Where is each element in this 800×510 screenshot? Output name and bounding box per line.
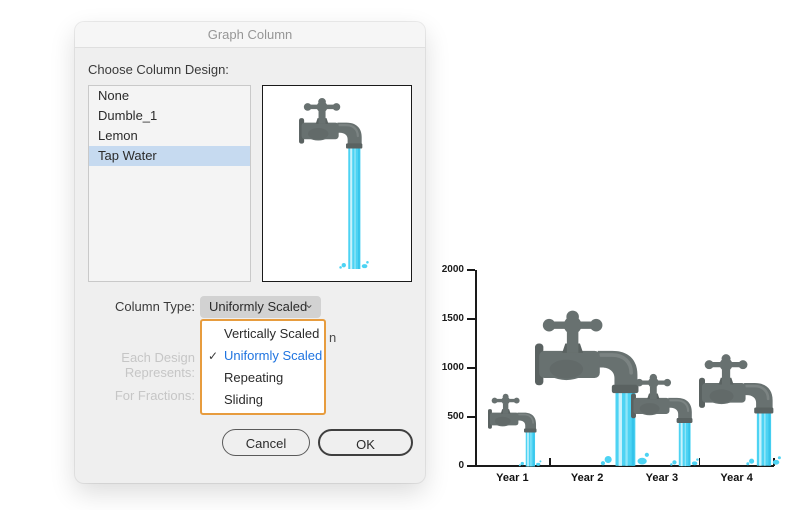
for-fractions-label: For Fractions: (114, 388, 195, 403)
chevron-down-icon: ⌄ (303, 297, 314, 311)
design-list[interactable]: None Dumble_1 Lemon Tap Water (88, 85, 251, 282)
x-axis-tick (623, 458, 626, 466)
y-axis-line (475, 270, 477, 466)
x-axis-category-label: Year 1 (496, 472, 529, 484)
y-axis-tick (467, 416, 475, 418)
checkmark-icon (202, 389, 224, 411)
graph-column-dialog: Graph Column Choose Column Design: None D… (75, 22, 425, 483)
menu-item-label: Vertically Scaled (224, 326, 320, 341)
design-list-item[interactable]: Tap Water (89, 146, 250, 166)
tap-water-bar (487, 393, 542, 466)
menu-item-label: Uniformly Scaled (224, 348, 323, 363)
column-type-menu: Vertically Scaled ✓ Uniformly Scaled Repeat… (200, 319, 326, 415)
y-axis-tick (467, 269, 475, 271)
rotate-legend-design-fragment: n (329, 330, 337, 345)
choose-column-design-label: Choose Column Design: (88, 62, 229, 77)
menu-item-label: Sliding (224, 392, 264, 407)
tap-water-bar (534, 309, 649, 466)
checkmark-icon (202, 323, 224, 345)
dialog-titlebar: Graph Column (75, 22, 425, 48)
ok-button[interactable]: OK (318, 429, 413, 456)
y-axis-tick (467, 367, 475, 369)
column-type-label: Column Type: (115, 299, 195, 314)
x-axis-category-label: Year 2 (570, 472, 604, 484)
checkmark-icon: ✓ (207, 349, 219, 363)
cancel-button[interactable]: Cancel (222, 429, 310, 456)
y-axis-tick-label: 500 (447, 411, 464, 422)
column-type-value: Uniformly Scaled (209, 299, 308, 314)
tap-water-bar (630, 373, 699, 466)
tap-water-bar (699, 353, 781, 466)
x-axis-category-label: Year 4 (720, 472, 753, 484)
y-axis-tick-label: 1000 (441, 362, 464, 373)
menu-item[interactable]: Vertically Scaled (202, 323, 324, 345)
x-axis-tick (698, 458, 700, 466)
dialog-title: Graph Column (207, 27, 293, 42)
each-design-represents-label: Each Design Represents: (121, 350, 195, 380)
menu-item[interactable]: ✓ Uniformly Scaled (202, 345, 324, 367)
y-axis-tick (467, 465, 475, 467)
design-list-item[interactable]: Dumble_1 (98, 108, 158, 123)
y-axis-tick-label: 0 (458, 460, 464, 471)
design-preview (262, 85, 412, 282)
design-list-item[interactable]: None (98, 88, 130, 103)
checkmark-icon (202, 367, 224, 389)
x-axis-line (475, 465, 774, 467)
menu-item[interactable]: Sliding (202, 389, 324, 411)
y-axis-tick-label: 1500 (441, 313, 464, 324)
x-axis-category-label: Year 3 (645, 472, 679, 484)
x-axis-tick (549, 458, 551, 466)
y-axis-tick-label: 2000 (441, 264, 464, 275)
column-type-dropdown[interactable]: Uniformly Scaled ⌄ (200, 296, 321, 318)
y-axis-tick (467, 318, 475, 320)
design-list-item[interactable]: Lemon (98, 128, 138, 143)
menu-item-label: Repeating (224, 370, 284, 385)
x-axis-tick (773, 458, 775, 466)
menu-item[interactable]: Repeating (202, 367, 324, 389)
